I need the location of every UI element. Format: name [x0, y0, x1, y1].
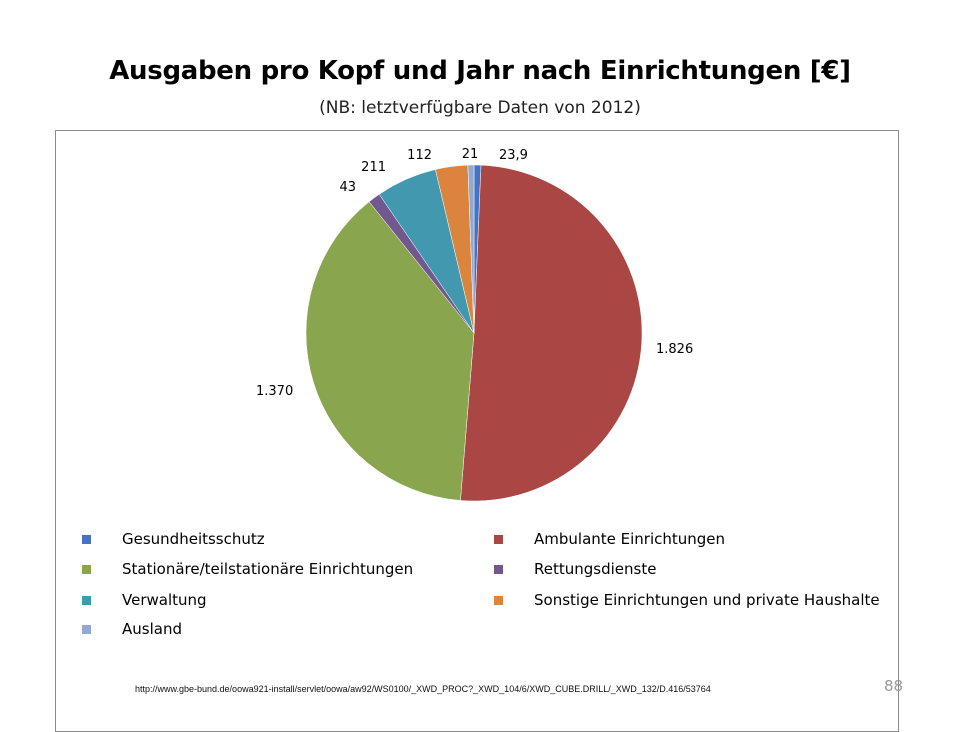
legend-label: Stationäre/teilstationäre Einrichtungen	[122, 560, 414, 578]
slice-label: 23,9	[499, 148, 528, 163]
pie-slice	[460, 164, 643, 502]
chart-subtitle: (NB: letztverfügbare Daten von 2012)	[319, 98, 641, 118]
legend-swatch	[82, 565, 91, 574]
legend-swatch	[494, 565, 503, 574]
legend-label: Ambulante Einrichtungen	[534, 530, 726, 548]
legend-swatch	[82, 535, 91, 544]
chart-title: Ausgaben pro Kopf und Jahr nach Einricht…	[109, 56, 851, 86]
slice-label: 211	[361, 160, 386, 175]
slice-label: 43	[339, 180, 356, 195]
legend-label: Sonstige Einrichtungen und private Haush…	[534, 591, 880, 609]
legend-label: Ausland	[122, 620, 182, 638]
page-number: 88	[884, 677, 904, 695]
legend-swatch	[494, 596, 503, 605]
legend-label: Gesundheitsschutz	[122, 530, 265, 548]
slice-label: 112	[407, 148, 432, 163]
legend-label: Rettungsdienste	[534, 560, 657, 578]
slice-label: 1.826	[656, 342, 693, 357]
legend-swatch	[82, 625, 91, 634]
legend-swatch	[494, 535, 503, 544]
slice-label: 1.370	[256, 384, 293, 399]
legend-swatch	[82, 596, 91, 605]
pie-slice	[467, 164, 475, 334]
chart-frame: 23,9 1.826 1.370 43 211 112 21 Gesundheitsschu…	[55, 130, 899, 732]
pie-chart: 23,9 1.826 1.370 43 211 112 21	[256, 147, 693, 502]
legend-label: Verwaltung	[122, 591, 207, 609]
source-url[interactable]: http://www.gbe-bund.de/oowa921-install/s…	[135, 684, 711, 694]
pie-slice	[305, 201, 475, 501]
slice-label: 21	[462, 147, 479, 162]
